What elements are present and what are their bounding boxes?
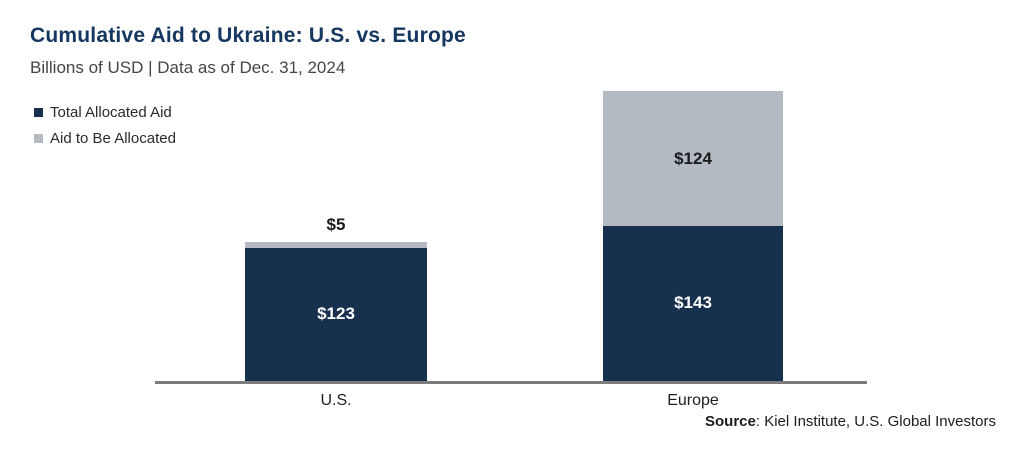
source-attribution: Source: Kiel Institute, U.S. Global Inve… <box>705 413 996 430</box>
x-axis-line <box>155 381 867 384</box>
chart-subtitle: Billions of USD | Data as of Dec. 31, 20… <box>30 58 346 77</box>
bar-us-segment-allocated: $123 <box>245 247 427 381</box>
bar-europe-segment-to-be-allocated: $124 <box>603 91 783 226</box>
value-label-europe-allocated: $143 <box>674 293 712 313</box>
chart-title: Cumulative Aid to Ukraine: U.S. vs. Euro… <box>30 24 466 47</box>
legend-item-total-allocated-aid: Total Allocated Aid <box>34 101 176 123</box>
source-label: Source <box>705 413 756 430</box>
source-separator: : <box>755 413 765 430</box>
legend-label: Total Allocated Aid <box>50 103 172 121</box>
bar-us-segment-to-be-allocated <box>245 242 427 248</box>
bar-europe-segment-allocated: $143 <box>603 225 783 381</box>
legend-label: Aid to Be Allocated <box>50 129 176 147</box>
value-label-us-to-be-allocated: $5 <box>326 215 346 235</box>
source-text: Kiel Institute, U.S. Global Investors <box>764 413 996 430</box>
legend-item-aid-to-be-allocated: Aid to Be Allocated <box>34 127 176 149</box>
value-label-us-allocated: $123 <box>317 304 355 324</box>
bar-us: $123 <box>245 242 427 381</box>
x-tick-label-europe: Europe <box>667 392 719 409</box>
legend: Total Allocated Aid Aid to Be Allocated <box>34 101 176 153</box>
legend-swatch-navy <box>34 107 43 117</box>
value-label-europe-to-be-allocated: $124 <box>674 148 712 168</box>
legend-swatch-gray <box>34 133 43 143</box>
bar-europe: $124 $143 <box>603 91 783 381</box>
x-tick-label-us: U.S. <box>320 392 352 409</box>
